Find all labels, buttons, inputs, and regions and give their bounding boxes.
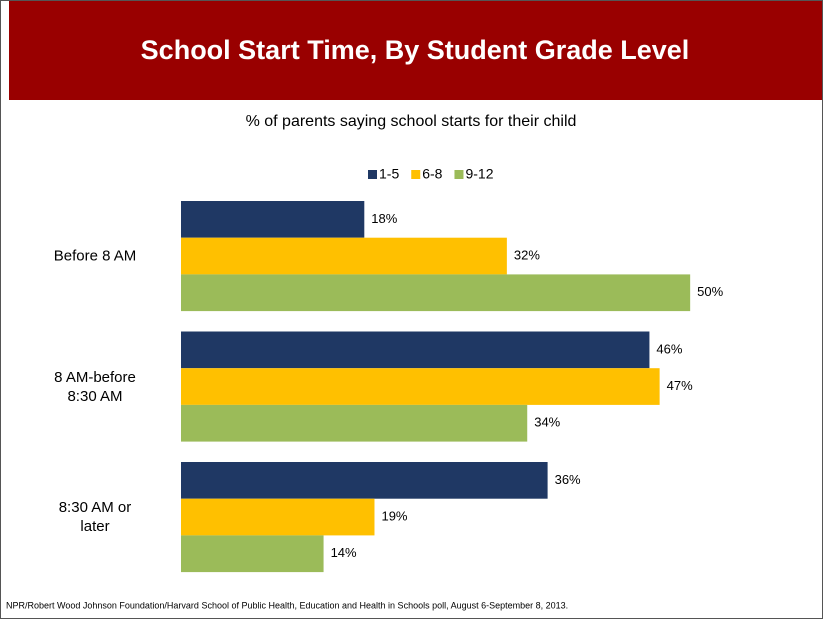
- value-label: 32%: [514, 247, 540, 262]
- legend-label: 1-5: [379, 166, 399, 182]
- legend-label: 6-8: [422, 166, 442, 182]
- category-label: 8:30 AM or later: [58, 499, 132, 536]
- legend-swatch: [454, 170, 464, 179]
- bar: [181, 237, 507, 275]
- value-label: 19%: [381, 508, 407, 523]
- subtitle: % of parents saying school starts for th…: [246, 113, 577, 130]
- value-label: 34%: [534, 415, 560, 430]
- value-label: 46%: [656, 341, 682, 356]
- chart-title: School Start Time, By Student Grade Leve…: [141, 35, 690, 65]
- value-label: 14%: [331, 545, 357, 560]
- category-label: 8 AM-before 8:30 AM: [54, 368, 136, 405]
- title-bar: [9, 1, 822, 100]
- legend-swatch: [368, 170, 377, 179]
- legend-label: 9-12: [465, 166, 493, 182]
- value-label: 18%: [371, 211, 397, 226]
- bar: [181, 535, 324, 573]
- category-label: Before 8 AM: [53, 247, 137, 265]
- legend-swatch: [411, 170, 421, 179]
- bar: [181, 274, 691, 312]
- bar: [181, 462, 548, 499]
- value-label: 50%: [697, 284, 723, 299]
- bar: [181, 368, 660, 405]
- value-label: 47%: [667, 378, 693, 393]
- footnote: NPR/Robert Wood Johnson Foundation/Harva…: [6, 600, 568, 610]
- bar: [181, 201, 365, 238]
- bar: [181, 331, 650, 369]
- value-label: 36%: [555, 472, 581, 487]
- bar: [181, 498, 375, 536]
- bar: [181, 404, 528, 442]
